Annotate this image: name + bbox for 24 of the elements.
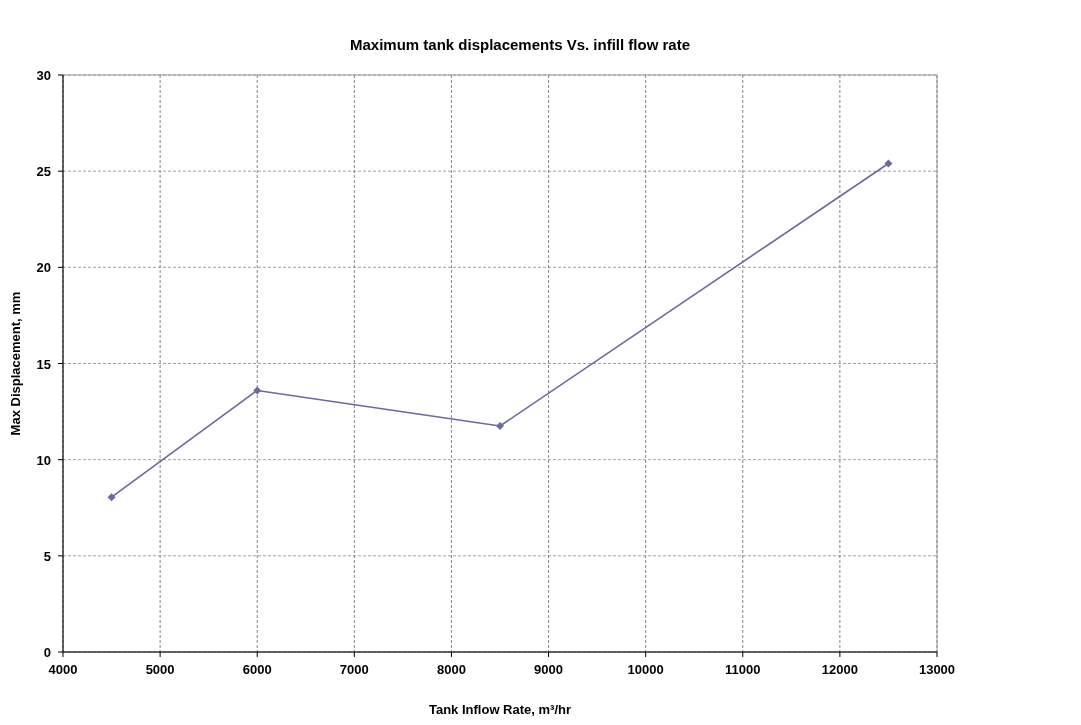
y-tick-label: 20 — [36, 260, 51, 276]
y-tick-label: 0 — [43, 645, 51, 660]
x-axis-title: Tank Inflow Rate, m³/hr — [428, 702, 572, 717]
x-tick-label: 11000 — [725, 662, 761, 677]
x-tick-label: 7000 — [339, 662, 369, 677]
y-tick-label: 25 — [36, 164, 51, 180]
y-tick-label: 30 — [36, 68, 51, 83]
x-tick-label: 10000 — [627, 662, 664, 677]
y-tick-label: 10 — [36, 452, 51, 468]
x-tick-label: 5000 — [145, 662, 175, 677]
point — [107, 493, 116, 502]
y-tick-label: 15 — [36, 356, 51, 372]
x-tick-label: 12000 — [821, 662, 858, 677]
x-tick-label: 4000 — [48, 662, 78, 677]
y-axis-title: Max Displacement, mm — [8, 291, 23, 436]
y-tick-label: 5 — [43, 548, 51, 564]
x-tick-label: 8000 — [436, 662, 466, 677]
x-tick-label: 9000 — [534, 662, 564, 677]
chart-title: Maximum tank displacements Vs. infill flow rate — [349, 36, 691, 53]
point — [496, 422, 504, 431]
x-tick-label: 13000 — [918, 662, 956, 677]
point — [884, 159, 893, 168]
point — [253, 386, 262, 395]
x-tick-label: 6000 — [242, 662, 272, 677]
